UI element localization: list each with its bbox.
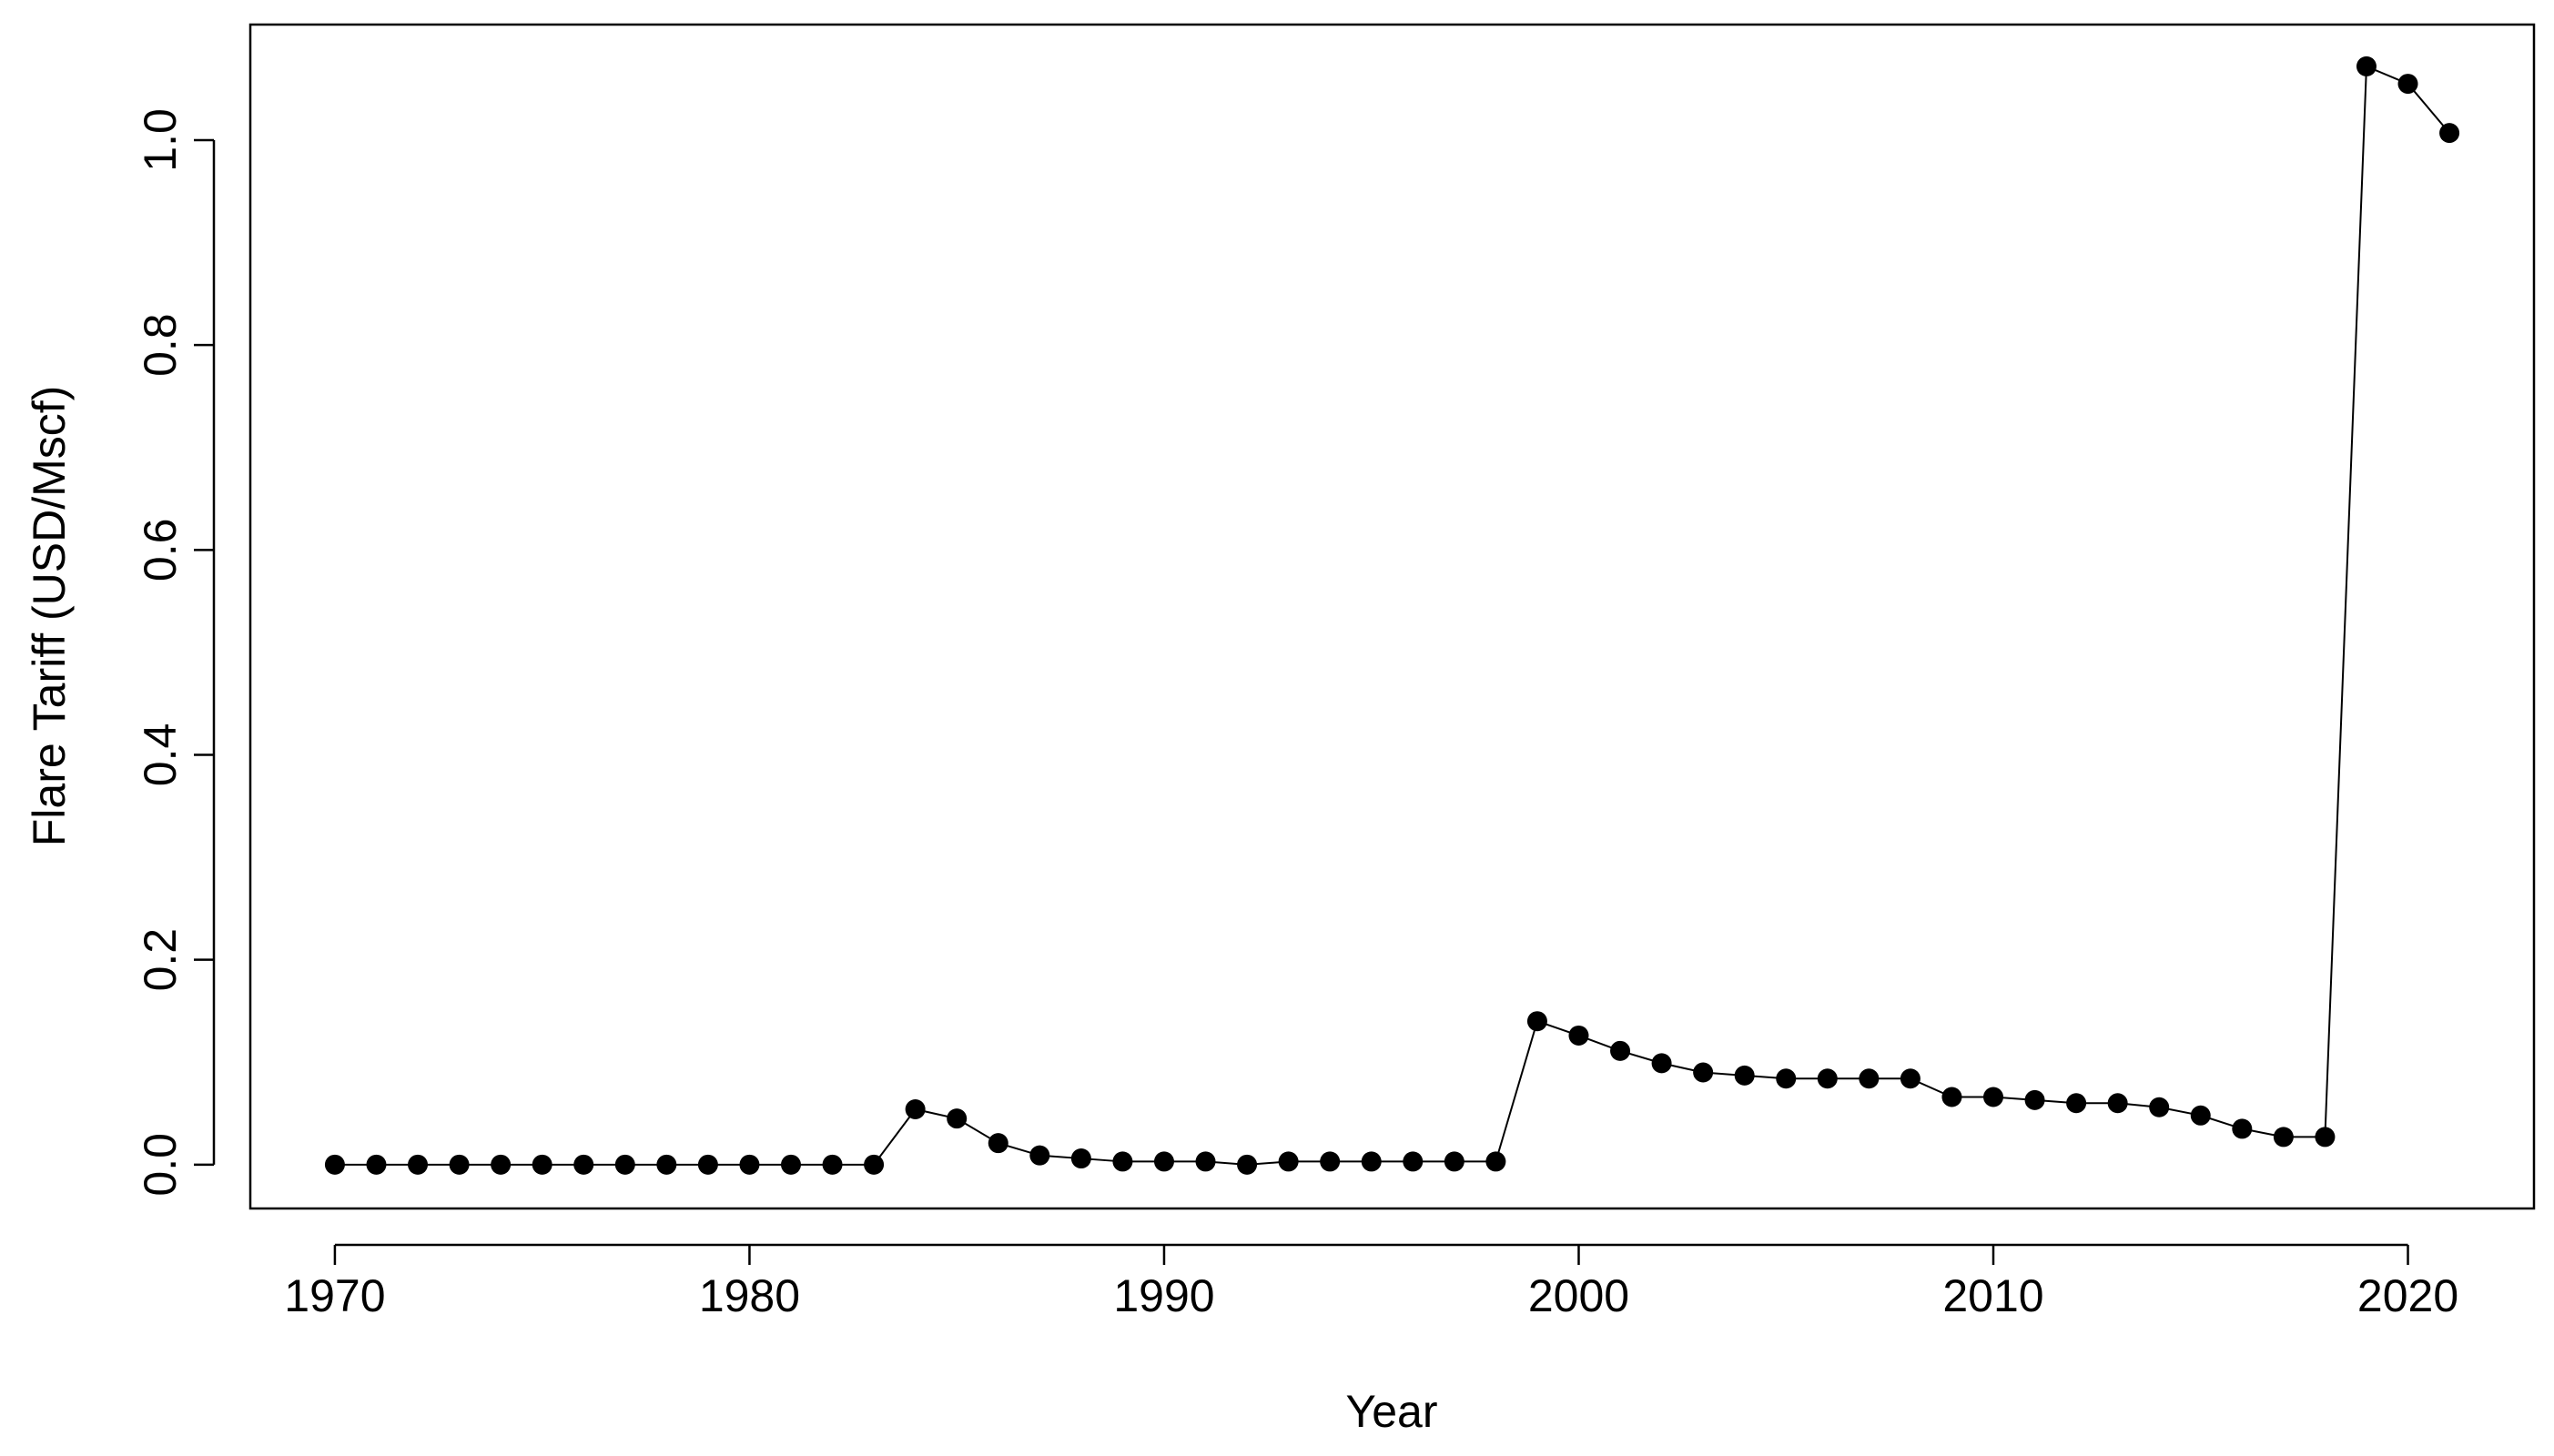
data-point: [1320, 1151, 1341, 1172]
data-point: [1568, 1025, 1589, 1046]
data-point: [1983, 1087, 2004, 1107]
data-point: [697, 1154, 718, 1175]
data-point: [491, 1154, 512, 1175]
data-point: [449, 1154, 470, 1175]
data-point: [1734, 1065, 1755, 1086]
data-point: [1361, 1151, 1382, 1172]
data-point: [1651, 1053, 1672, 1074]
data-point: [1237, 1154, 1258, 1175]
data-point: [366, 1154, 387, 1175]
data-point: [1403, 1151, 1424, 1172]
data-point: [408, 1154, 429, 1175]
data-point: [324, 1154, 345, 1175]
data-point: [905, 1099, 926, 1120]
x-tick-label: 1980: [699, 1270, 800, 1321]
data-point: [2439, 123, 2460, 144]
data-point: [1029, 1145, 1050, 1166]
data-point: [1070, 1148, 1091, 1169]
y-tick-label: 0.2: [135, 928, 186, 992]
data-point: [656, 1154, 677, 1175]
y-tick-label: 0.8: [135, 313, 186, 377]
data-point: [1278, 1151, 1299, 1172]
data-point: [947, 1108, 968, 1129]
data-point: [1941, 1087, 1962, 1107]
data-point: [2397, 74, 2418, 95]
y-tick-label: 0.4: [135, 723, 186, 787]
x-tick-label: 2020: [2357, 1270, 2458, 1321]
data-point: [573, 1154, 594, 1175]
data-point: [1526, 1011, 1547, 1032]
data-point: [1153, 1151, 1174, 1172]
data-point: [1776, 1068, 1797, 1089]
x-tick-label: 2000: [1528, 1270, 1629, 1321]
data-point: [532, 1154, 552, 1175]
data-point: [2190, 1105, 2211, 1126]
data-point: [2024, 1089, 2045, 1110]
data-point: [739, 1154, 760, 1175]
data-point: [2107, 1093, 2128, 1114]
data-point: [614, 1154, 635, 1175]
x-axis-label: Year: [1345, 1386, 1437, 1437]
data-point: [1900, 1068, 1921, 1089]
y-axis-label: Flare Tariff (USD/Mscf): [24, 386, 75, 847]
plot-frame: [248, 23, 2536, 1210]
y-tick-label: 1.0: [135, 108, 186, 172]
data-point: [1693, 1062, 1714, 1083]
data-point: [1195, 1151, 1216, 1172]
data-point: [988, 1133, 1008, 1154]
data-point: [1610, 1040, 1631, 1061]
data-point: [1859, 1068, 1880, 1089]
data-point: [864, 1154, 885, 1175]
data-point: [2315, 1127, 2336, 1148]
data-point: [822, 1154, 843, 1175]
data-point: [2149, 1097, 2170, 1117]
data-point: [2273, 1127, 2294, 1148]
data-point: [780, 1154, 801, 1175]
x-tick-label: 1990: [1113, 1270, 1214, 1321]
y-tick-label: 0.0: [135, 1133, 186, 1197]
x-tick-label: 2010: [1942, 1270, 2043, 1321]
data-point: [1112, 1151, 1133, 1172]
data-point: [2356, 56, 2377, 76]
data-point: [1444, 1151, 1464, 1172]
data-line: [334, 65, 2450, 1166]
data-point: [2066, 1093, 2087, 1114]
x-tick-label: 1970: [284, 1270, 385, 1321]
y-tick-label: 0.6: [135, 519, 186, 582]
data-point: [2232, 1118, 2253, 1139]
data-point: [1817, 1068, 1838, 1089]
data-point: [1485, 1151, 1506, 1172]
